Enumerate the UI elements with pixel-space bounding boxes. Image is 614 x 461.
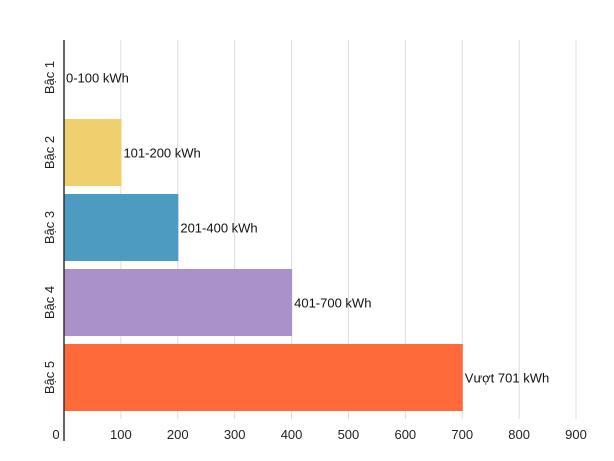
data-label: 201-400 kWh (180, 221, 257, 236)
x-tick-label: 400 (281, 427, 303, 442)
x-tick-label: 300 (224, 427, 246, 442)
x-tick-label: 700 (451, 427, 473, 442)
bar-5 (64, 344, 463, 411)
data-label: Vượt 701 kWh (465, 371, 549, 386)
data-label: 0-100 kWh (66, 71, 129, 86)
x-tick-label: 800 (508, 427, 530, 442)
category-label: Bậc 2 (42, 136, 57, 169)
data-label: 401-700 kWh (294, 296, 371, 311)
labels: 0 100 200 300 400 500 600 700 800 900 Bậc 1 0-100 k… (42, 61, 587, 442)
x-tick-label: 600 (394, 427, 416, 442)
x-tick-label: 200 (167, 427, 189, 442)
category-label: Bậc 3 (42, 211, 57, 244)
bar-2 (64, 119, 122, 186)
bar-4 (64, 269, 293, 336)
gridlines (120, 40, 577, 419)
data-label: 101-200 kWh (123, 146, 200, 161)
x-tick-label: 0 (52, 427, 59, 442)
bar-3 (64, 194, 179, 261)
x-tick-label: 100 (110, 427, 132, 442)
category-label: Bậc 5 (42, 361, 57, 394)
x-tick-label: 900 (565, 427, 587, 442)
category-label: Bậc 4 (42, 286, 57, 319)
category-label: Bậc 1 (42, 61, 57, 94)
bars (64, 119, 463, 411)
x-tick-label: 500 (338, 427, 360, 442)
